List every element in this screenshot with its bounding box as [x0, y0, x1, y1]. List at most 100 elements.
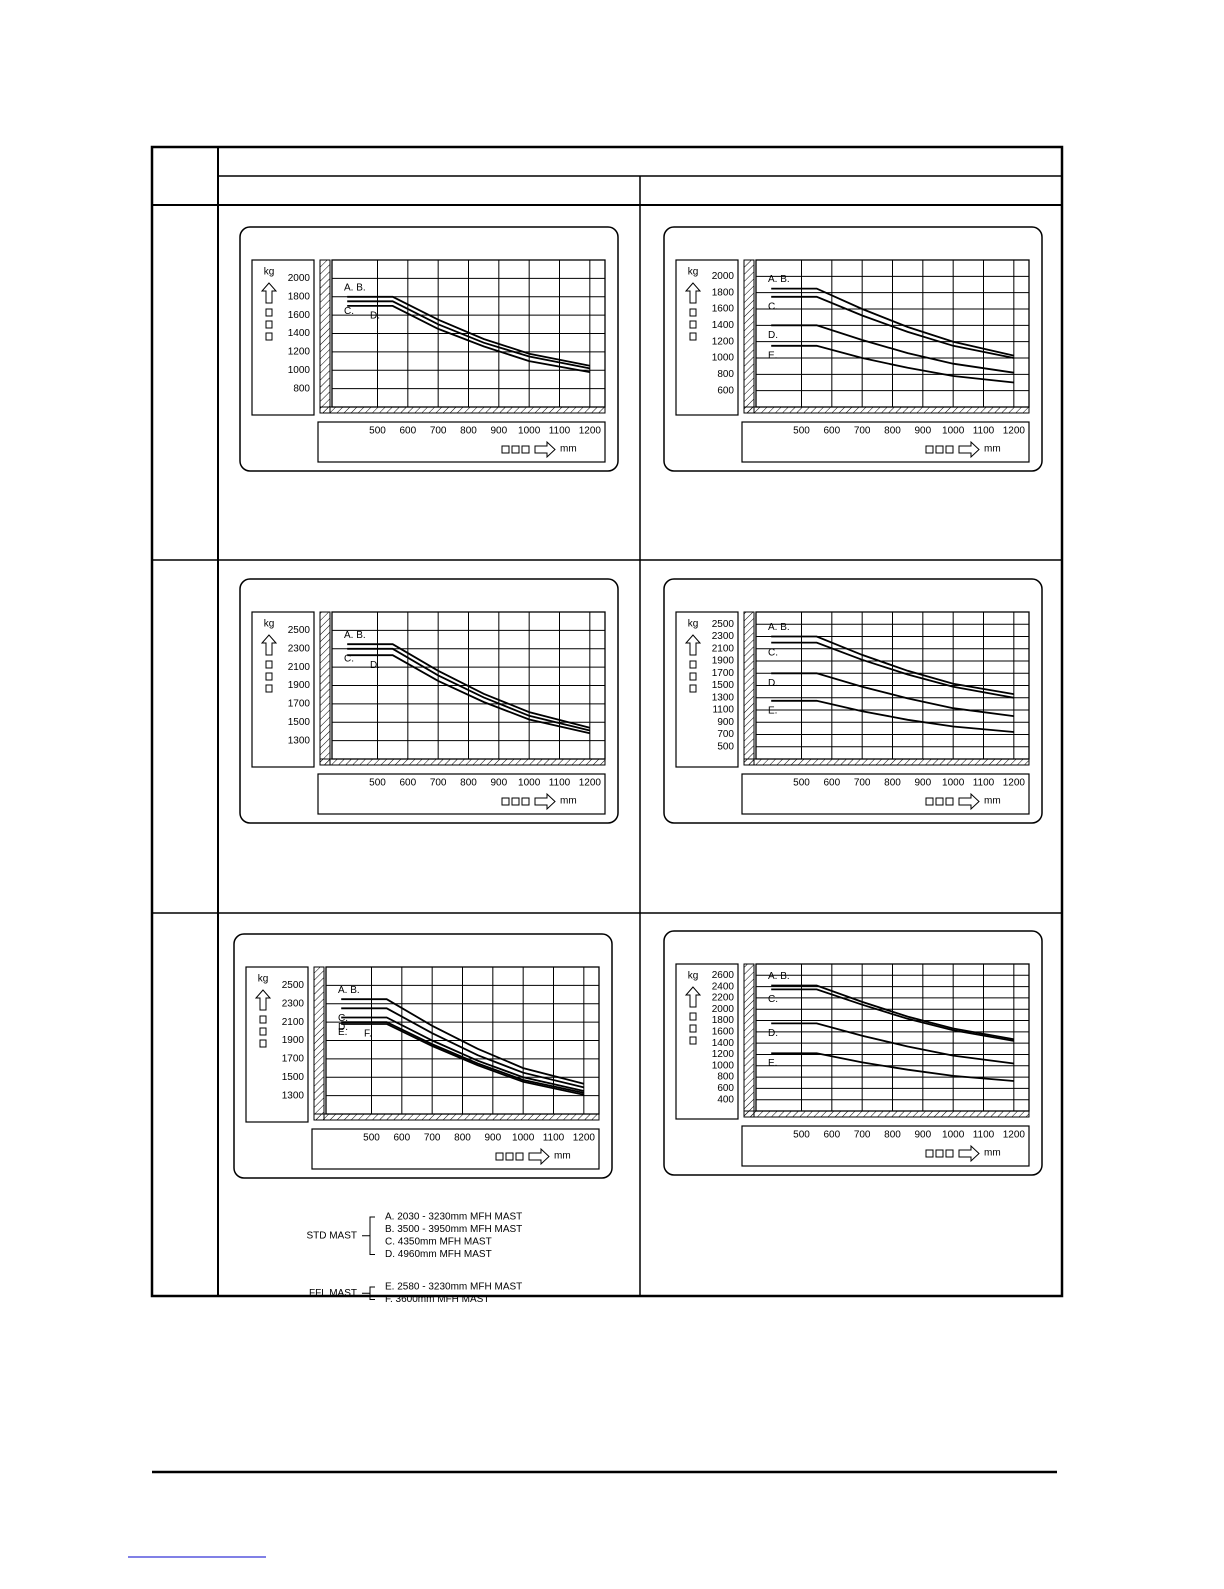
y-tick-label: 700	[717, 729, 734, 740]
curve-label: C.	[338, 1013, 348, 1024]
curve-label: E.	[338, 1027, 347, 1038]
y-tick-label: 600	[717, 385, 734, 396]
y-tick-label: 1900	[282, 1035, 305, 1046]
glyph-box	[515, 1152, 524, 1161]
y-tick-label: 1200	[712, 336, 735, 347]
glyph-box	[265, 320, 273, 329]
y-tick-label: 1100	[712, 705, 734, 716]
right-arrow	[958, 792, 980, 811]
load-curve	[341, 1021, 584, 1094]
chart-panel	[239, 226, 619, 472]
x-tick-label: 500	[363, 1133, 380, 1144]
y-tick-label: 1400	[712, 320, 735, 331]
y-tick-label: 1700	[282, 1054, 305, 1065]
x-tick-label: 1000	[518, 778, 541, 789]
chart-panel	[663, 226, 1043, 472]
wall-hatch	[743, 259, 755, 414]
y-tick-label: 2200	[712, 993, 735, 1004]
curve-label: A. B.	[338, 985, 360, 996]
y-unit: kg	[258, 974, 269, 985]
glyph-box	[521, 797, 530, 806]
y-tick-label: 1500	[288, 717, 311, 728]
x-tick-label: 1100	[973, 778, 995, 789]
curve-label: E.	[768, 1058, 777, 1069]
glyph-box	[265, 672, 273, 681]
load-curve	[771, 295, 1014, 359]
y-tick-label: 2100	[282, 1017, 305, 1028]
glyph-box	[511, 797, 520, 806]
load-chart: kg 2500 2300 2100 1900 1700 1500 1300 500 600 700 8…	[233, 933, 613, 1179]
curve-label: D.	[768, 330, 778, 341]
y-label-box	[675, 611, 739, 768]
curve-label: E.	[768, 350, 777, 361]
glyph-box	[505, 1152, 514, 1161]
floor-hatch	[743, 1110, 1030, 1118]
y-label-box	[675, 963, 739, 1120]
x-tick-label: 700	[430, 426, 447, 437]
glyph-box	[265, 308, 273, 317]
x-tick-label: 500	[793, 426, 810, 437]
glyph-box	[935, 445, 944, 454]
y-tick-label: 1400	[288, 328, 311, 339]
curve-label: E.	[768, 705, 777, 716]
y-tick-label: 2300	[712, 631, 735, 642]
x-tick-label: 900	[914, 778, 931, 789]
glyph-box	[521, 445, 530, 454]
x-tick-label: 700	[424, 1133, 441, 1144]
load-curve	[347, 643, 591, 729]
glyph-box	[501, 797, 510, 806]
y-label-box	[675, 259, 739, 416]
chart-panel	[663, 578, 1043, 824]
glyph-box	[495, 1152, 504, 1161]
x-tick-label: 600	[823, 778, 840, 789]
glyph-box	[925, 445, 934, 454]
y-unit: kg	[264, 619, 275, 630]
floor-hatch	[743, 758, 1030, 766]
x-tick-label: 1100	[973, 1130, 995, 1141]
y-tick-label: 2300	[288, 643, 311, 654]
y-tick-label: 2500	[282, 980, 305, 991]
y-tick-label: 800	[293, 383, 310, 394]
wall-hatch	[319, 259, 331, 414]
x-tick-label: 1200	[1003, 1130, 1026, 1141]
y-tick-label: 2000	[288, 273, 311, 284]
glyph-box	[265, 684, 273, 693]
x-tick-label: 800	[454, 1133, 471, 1144]
glyph-box	[511, 445, 520, 454]
up-arrow	[684, 282, 702, 304]
load-chart: kg 26002400220020001800160014001200100080…	[663, 930, 1043, 1176]
x-tick-label: 500	[369, 778, 386, 789]
legend-item: C. 4350mm MFH MAST	[385, 1237, 492, 1248]
y-tick-label: 1000	[712, 353, 735, 364]
y-tick-label: 1500	[712, 680, 735, 691]
x-tick-label: 1100	[543, 1133, 565, 1144]
glyph-box	[689, 1024, 697, 1033]
floor-hatch	[319, 758, 606, 766]
y-tick-label: 1800	[712, 287, 735, 298]
x-label-box	[741, 773, 1030, 815]
load-chart: kg 2500 2300 2100 1900 1700 1500 1300 500 600 700 8…	[239, 578, 619, 824]
x-tick-label: 600	[823, 426, 840, 437]
x-tick-label: 500	[793, 778, 810, 789]
x-label-box	[741, 421, 1030, 463]
y-tick-label: 1000	[288, 365, 311, 376]
x-tick-label: 700	[430, 778, 447, 789]
floor-hatch	[743, 406, 1030, 414]
y-unit: kg	[688, 971, 699, 982]
load-curve	[347, 300, 590, 370]
curve-label: F.	[364, 1029, 372, 1040]
y-tick-label: 2600	[712, 970, 735, 981]
x-tick-label: 800	[884, 1130, 901, 1141]
load-curve	[771, 984, 1014, 1041]
curve-label: A. B.	[344, 282, 366, 293]
legend-group: STD MAST	[306, 1230, 357, 1241]
y-tick-label: 1500	[282, 1072, 305, 1083]
legend-item: E. 2580 - 3230mm MFH MAST	[385, 1282, 522, 1293]
chart-panel	[663, 930, 1043, 1176]
load-chart: kg 25002300210019001700150013001100900700…	[663, 578, 1043, 824]
x-tick-label: 1000	[512, 1133, 535, 1144]
up-arrow	[260, 282, 278, 304]
x-tick-label: 500	[793, 1130, 810, 1141]
load-curve	[771, 672, 1014, 717]
